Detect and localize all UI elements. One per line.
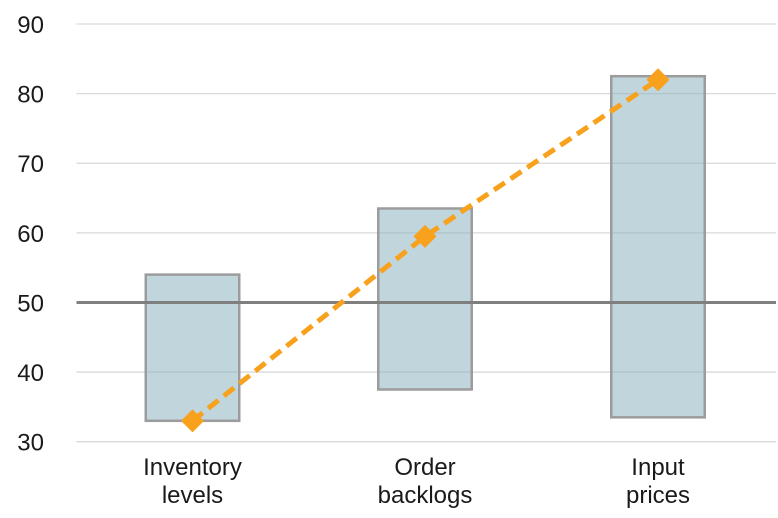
range-bar-input-prices: [610, 74, 706, 419]
x-axis-label-order-backlogs-line2: backlogs: [378, 482, 473, 509]
y-tick-label-70: 70: [17, 151, 44, 178]
y-tick-label-90: 90: [17, 12, 44, 39]
x-axis-label-input-prices-line2: prices: [626, 482, 690, 509]
y-tick-label-50: 50: [17, 290, 44, 317]
y-tick-label-30: 30: [17, 430, 44, 457]
diamond-marker-input-prices: [646, 68, 670, 92]
y-tick-label-60: 60: [17, 221, 44, 248]
latest-values-dashed-line: [190, 77, 660, 423]
y-tick-label-40: 40: [17, 360, 44, 387]
x-axis-label-inventory-levels-line1: Inventory: [143, 454, 242, 481]
x-axis-label-input-prices-line1: Input: [631, 454, 685, 481]
diamond-marker-inventory-levels: [181, 409, 204, 433]
x-axis-label-order-backlogs-line1: Order: [394, 454, 455, 481]
x-axis-label-inventory-levels-line2: levels: [162, 482, 223, 509]
range-bar-inventory-levels: [144, 273, 241, 423]
diamond-marker-order-backlogs: [413, 224, 437, 248]
y-tick-label-80: 80: [17, 82, 44, 109]
